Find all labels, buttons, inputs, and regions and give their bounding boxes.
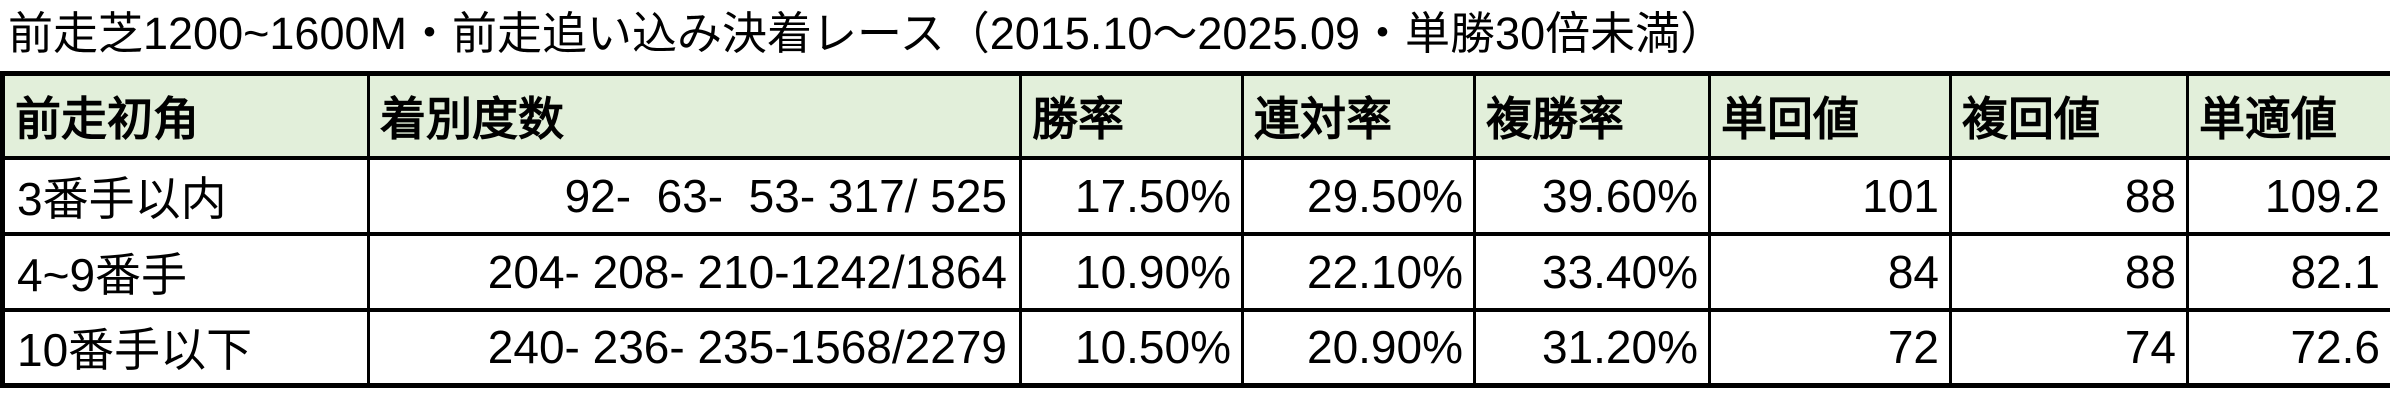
page-title: 前走芝1200~1600M・前走追い込み決着レース（2015.10〜2025.0…	[8, 8, 1726, 59]
cell-finish-record: 240- 236- 235-1568/2279	[367, 307, 1022, 388]
race-stats-table: 前走初角 着別度数 勝率 連対率 複勝率 単回値 複回値 単適値 3番手以内 9…	[0, 71, 2390, 388]
table-row: 10番手以下 240- 236- 235-1568/2279 10.50% 20…	[1, 307, 2390, 388]
cell-win-fit-index: 72.6	[2186, 307, 2390, 388]
cell-finish-record: 92- 63- 53- 317/ 525	[367, 155, 1022, 236]
cell-category: 4~9番手	[1, 231, 370, 312]
cell-win-return-index: 84	[1708, 231, 1952, 312]
cell-win-fit-index: 82.1	[2186, 231, 2390, 312]
cell-win-rate: 10.50%	[1019, 307, 1244, 388]
cell-win-rate: 17.50%	[1019, 155, 1244, 236]
cell-win-rate: 10.90%	[1019, 231, 1244, 312]
table-row: 3番手以内 92- 63- 53- 317/ 525 17.50% 29.50%…	[1, 155, 2390, 236]
cell-quinella-rate: 29.50%	[1241, 155, 1476, 236]
column-header-finish-record: 着別度数	[367, 71, 1022, 160]
cell-show-return-index: 88	[1949, 231, 2189, 312]
cell-category: 3番手以内	[1, 155, 370, 236]
cell-win-return-index: 72	[1708, 307, 1952, 388]
column-header-quinella-rate: 連対率	[1241, 71, 1476, 160]
cell-win-return-index: 101	[1708, 155, 1952, 236]
column-header-win-fit-index: 単適値	[2186, 71, 2390, 160]
column-header-prev-first-corner: 前走初角	[1, 71, 370, 160]
column-header-show-return-index: 複回値	[1949, 71, 2189, 160]
cell-show-return-index: 74	[1949, 307, 2189, 388]
column-header-win-rate: 勝率	[1019, 71, 1244, 160]
column-header-show-rate: 複勝率	[1473, 71, 1711, 160]
cell-win-fit-index: 109.2	[2186, 155, 2390, 236]
header-row: 前走初角 着別度数 勝率 連対率 複勝率 単回値 複回値 単適値	[1, 71, 2390, 160]
column-header-win-return-index: 単回値	[1708, 71, 1952, 160]
cell-show-rate: 39.60%	[1473, 155, 1711, 236]
cell-show-rate: 31.20%	[1473, 307, 1711, 388]
cell-finish-record: 204- 208- 210-1242/1864	[367, 231, 1022, 312]
cell-show-return-index: 88	[1949, 155, 2189, 236]
table-row: 4~9番手 204- 208- 210-1242/1864 10.90% 22.…	[1, 231, 2390, 312]
cell-category: 10番手以下	[1, 307, 370, 388]
cell-quinella-rate: 22.10%	[1241, 231, 1476, 312]
cell-quinella-rate: 20.90%	[1241, 307, 1476, 388]
cell-show-rate: 33.40%	[1473, 231, 1711, 312]
